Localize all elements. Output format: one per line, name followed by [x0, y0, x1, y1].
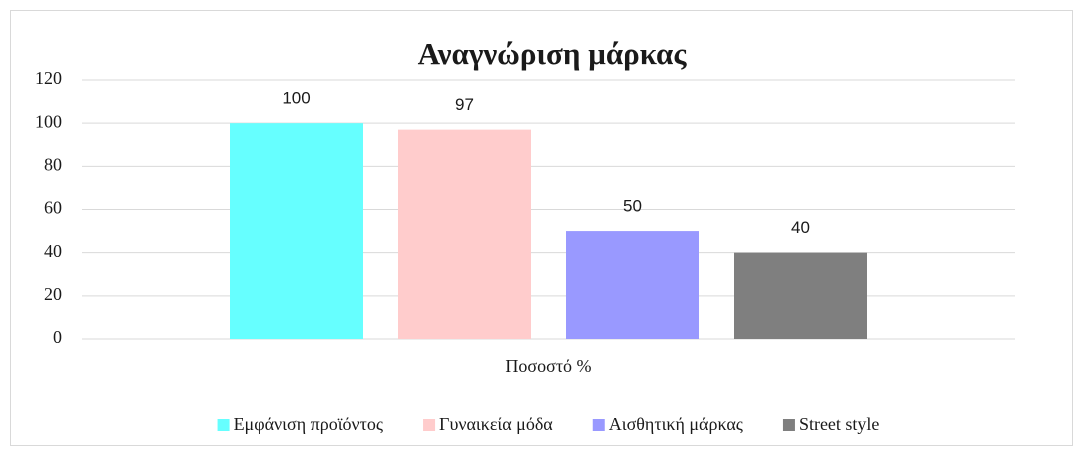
x-tick-label: Ποσοστό %	[505, 356, 591, 376]
legend-label: Γυναικεία μόδα	[439, 414, 553, 434]
chart-border	[10, 10, 1073, 446]
legend-swatch	[592, 419, 605, 431]
y-tick-label: 40	[44, 241, 62, 261]
data-label: 50	[623, 197, 642, 216]
data-label: 40	[791, 218, 810, 237]
legend-label: Street style	[799, 414, 879, 434]
y-tick-label: 100	[35, 111, 62, 131]
y-tick-label: 0	[53, 327, 62, 347]
legend-label: Αισθητική μάρκας	[609, 414, 743, 434]
chart-title: Αναγνώριση μάρκας	[418, 36, 688, 71]
data-label: 100	[282, 89, 310, 108]
legend-swatch	[217, 419, 230, 431]
data-label: 97	[455, 95, 474, 114]
y-tick-label: 60	[44, 198, 62, 218]
y-tick-label: 80	[44, 154, 62, 174]
bar	[566, 231, 699, 339]
y-tick-label: 20	[44, 284, 62, 304]
bar	[230, 123, 363, 340]
legend-label: Εμφάνιση προϊόντος	[234, 414, 383, 434]
bar	[398, 129, 531, 339]
legend-swatch	[423, 419, 436, 431]
bar	[734, 252, 867, 339]
y-tick-label: 120	[35, 68, 62, 88]
legend-swatch	[782, 419, 795, 431]
